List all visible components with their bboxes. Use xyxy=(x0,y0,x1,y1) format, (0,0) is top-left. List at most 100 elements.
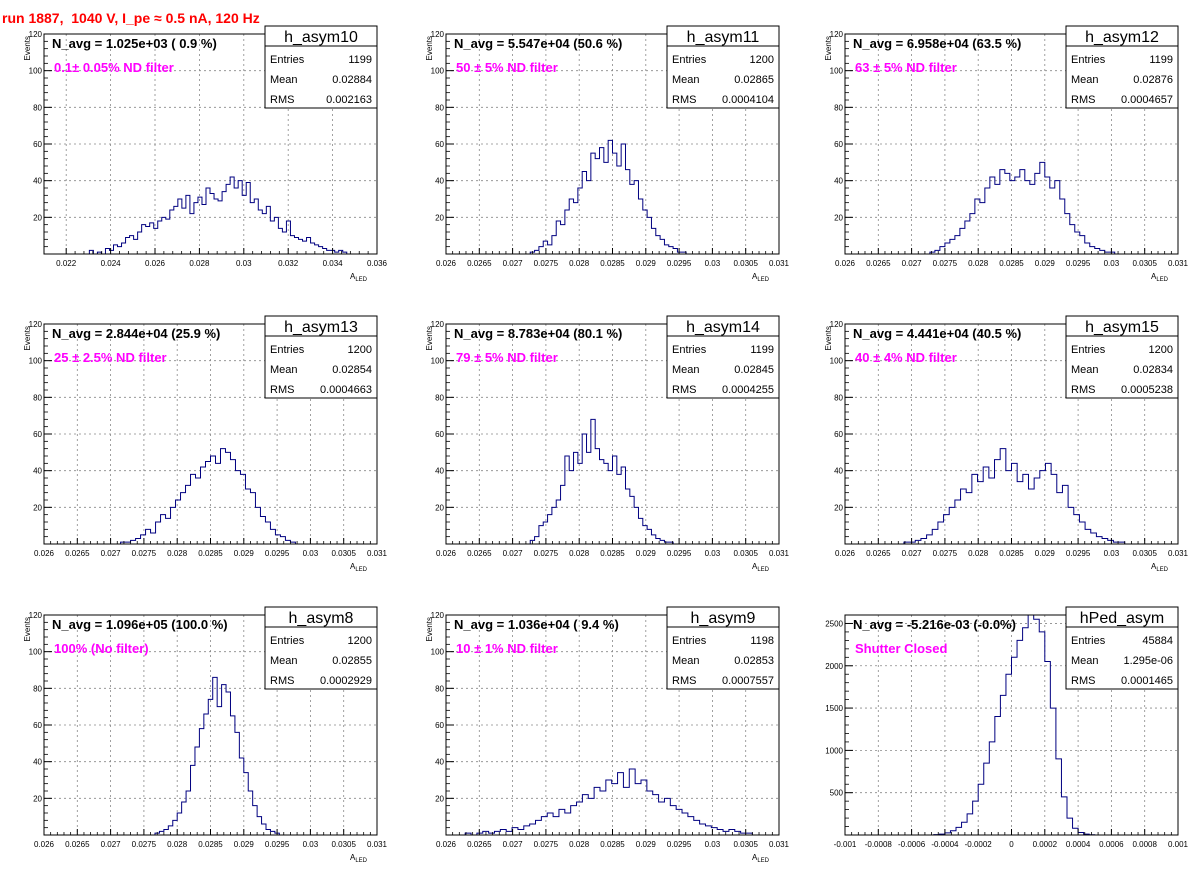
histogram-bin xyxy=(136,539,141,545)
y-tick-label: 60 xyxy=(33,140,42,149)
histogram-line xyxy=(924,161,1125,255)
histogram-bin xyxy=(1056,759,1062,835)
x-tick-label: 0.031 xyxy=(367,840,388,849)
stats-value: 1200 xyxy=(750,54,774,66)
histogram-bin xyxy=(1068,507,1074,544)
x-tick-label: 0.0295 xyxy=(265,840,290,849)
y-tick-label: 100 xyxy=(29,67,43,76)
stats-key: Entries xyxy=(672,635,707,647)
stats-title: hPed_asym xyxy=(1080,610,1165,627)
histogram-bin xyxy=(582,434,586,544)
navg-annotation: N_avg = 1.096e+05 (100.0 %) xyxy=(52,617,228,632)
histogram-bin xyxy=(1015,177,1020,254)
histogram-bin xyxy=(553,817,559,835)
histogram-bin xyxy=(122,243,126,254)
x-tick-label: 0.028 xyxy=(569,549,590,558)
stats-title: h_asym9 xyxy=(691,610,756,627)
histogram-bin xyxy=(630,184,634,254)
histogram-bin xyxy=(688,817,694,835)
filter-annotation: 100% (No filter) xyxy=(54,641,149,656)
x-tick-label: 0.0285 xyxy=(600,549,625,558)
histogram-bin xyxy=(535,250,539,254)
histogram-bin xyxy=(1095,249,1100,255)
x-tick-label: 0.026 xyxy=(436,259,457,268)
stats-box xyxy=(666,606,780,690)
stats-box xyxy=(666,315,780,399)
x-tick-label: 0.0295 xyxy=(667,549,692,558)
x-tick-label: 0.0265 xyxy=(866,259,891,268)
stats-title: h_asym10 xyxy=(284,29,358,46)
filter-annotation: 63 ± 5% ND filter xyxy=(855,60,957,75)
stats-key: Mean xyxy=(672,655,700,667)
x-axis-label: ALED xyxy=(1151,272,1169,283)
x-tick-label: 0.0275 xyxy=(534,549,559,558)
histogram-bin xyxy=(972,474,978,544)
stats-box xyxy=(264,315,378,399)
histogram-bin xyxy=(1060,199,1065,254)
histogram-bin xyxy=(131,540,136,544)
x-tick-label: 0.028 xyxy=(167,549,188,558)
x-tick-label: -0.0004 xyxy=(931,840,959,849)
x-tick-label: 0.026 xyxy=(436,840,457,849)
y-axis-label: Events xyxy=(23,36,32,60)
x-tick-label: 0.0305 xyxy=(733,549,758,558)
histogram-bin xyxy=(1039,632,1045,835)
x-tick-label: 0.031 xyxy=(1168,259,1189,268)
x-tick-label: 0.029 xyxy=(1035,549,1056,558)
stats-value: 0.02855 xyxy=(332,655,372,667)
histogram-panel-h_asym9: 0.026 0.0265 0.027 0.0275 0.028 0.0285 0.029 0.… xyxy=(425,606,790,864)
histogram-bin xyxy=(949,507,955,544)
stats-value: 1199 xyxy=(750,344,774,356)
histogram-bin xyxy=(141,535,146,544)
x-axis-label: ALED xyxy=(1151,562,1169,573)
histogram-bin xyxy=(196,478,201,544)
y-tick-label: 80 xyxy=(33,103,42,112)
y-tick-label: 40 xyxy=(834,177,843,186)
stats-value: 0.02865 xyxy=(734,74,774,86)
histogram-bin xyxy=(621,467,625,544)
histogram-bin xyxy=(190,214,194,254)
y-tick-label: 2000 xyxy=(825,662,843,671)
navg-annotation: N_avg = 4.441e+04 (40.5 %) xyxy=(853,326,1021,341)
histogram-bin xyxy=(270,529,275,544)
histogram-bin xyxy=(735,831,741,835)
histogram-bin xyxy=(973,801,979,835)
histogram-bin xyxy=(613,456,617,544)
x-tick-label: 0.032 xyxy=(278,259,299,268)
histogram-bin xyxy=(173,820,177,835)
histogram-bin xyxy=(565,210,569,254)
navg-annotation: N_avg = 6.958e+04 (63.5 %) xyxy=(853,36,1021,51)
stats-key: RMS xyxy=(270,94,294,106)
histogram-bin xyxy=(214,199,218,254)
histogram-bin xyxy=(1028,489,1034,544)
histogram-bin xyxy=(587,181,591,254)
histogram-bin xyxy=(186,485,191,544)
x-tick-label: 0.029 xyxy=(1035,259,1056,268)
x-tick-label: 0.029 xyxy=(234,549,255,558)
x-tick-label: 0.028 xyxy=(968,259,989,268)
histogram-bin xyxy=(638,199,642,254)
stats-key: Mean xyxy=(270,655,298,667)
y-tick-label: 60 xyxy=(834,430,843,439)
histogram-bin xyxy=(700,824,706,835)
x-axis-label-subscript: LED xyxy=(757,567,769,573)
histogram-bin xyxy=(202,205,206,255)
histogram-bin xyxy=(244,773,248,835)
x-tick-label: 0.026 xyxy=(835,549,856,558)
y-tick-label: 500 xyxy=(830,789,844,798)
histogram-bin xyxy=(1079,522,1085,544)
histogram-bin xyxy=(673,249,677,255)
histogram-panel-h_asym10: 0.022 0.024 0.026 0.028 0.03 0.032 0.034 0.036 2… xyxy=(23,25,388,283)
histogram-bin xyxy=(569,471,573,544)
histogram-bin xyxy=(222,192,226,254)
y-tick-label: 20 xyxy=(834,503,843,512)
histogram-bin xyxy=(591,419,595,544)
y-tick-label: 20 xyxy=(435,503,444,512)
histogram-bin xyxy=(1096,537,1102,544)
y-axis-label: Events xyxy=(425,36,434,60)
histogram-bin xyxy=(255,507,260,544)
histogram-bin xyxy=(970,214,975,254)
histogram-bin xyxy=(266,206,270,254)
histogram-bin xyxy=(574,452,578,544)
histogram-bin xyxy=(235,471,240,544)
